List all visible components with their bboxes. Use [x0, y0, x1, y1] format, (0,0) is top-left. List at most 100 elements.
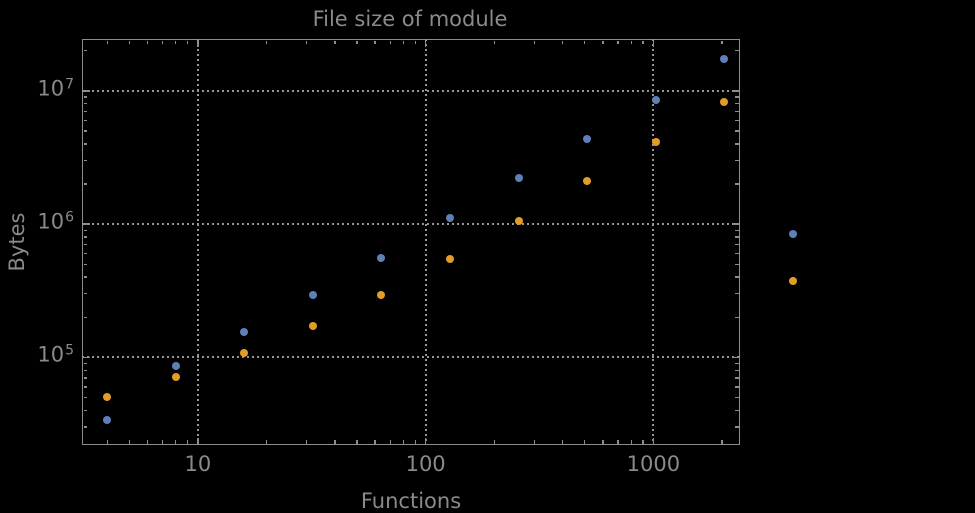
x-tick-mark	[389, 440, 391, 444]
y-tick-label: 106	[37, 209, 74, 234]
y-tick-mark	[83, 356, 90, 359]
y-gridline	[82, 223, 740, 226]
x-tick-mark	[305, 40, 308, 44]
data-point-blue-series	[171, 362, 180, 371]
x-tick-mark	[630, 40, 632, 44]
y-tick-mark	[83, 316, 87, 318]
x-tick-mark	[265, 40, 268, 44]
y-tick-mark	[735, 50, 739, 52]
data-point-blue-series	[583, 134, 592, 143]
x-tick-label: 100	[405, 452, 446, 476]
x-tick-mark	[175, 440, 177, 444]
y-axis-label: Bytes	[5, 212, 29, 272]
x-tick-mark	[374, 440, 376, 444]
y-tick-mark	[83, 409, 87, 412]
x-tick-mark	[414, 40, 416, 44]
x-gridline	[196, 39, 199, 445]
x-tick-mark	[402, 440, 405, 444]
y-tick-mark	[83, 223, 90, 225]
data-point-orange-series	[308, 322, 317, 331]
chart-title: File size of module	[312, 7, 508, 31]
x-tick-mark	[356, 40, 358, 44]
y-tick-base: 10	[37, 209, 65, 234]
data-point-orange-series	[720, 98, 729, 107]
x-tick-mark	[334, 440, 336, 444]
x-tick-mark	[305, 440, 308, 444]
y-tick-mark	[735, 236, 739, 238]
data-point-orange-series	[651, 138, 660, 147]
y-tick-label: 107	[37, 75, 74, 100]
x-tick-mark	[424, 437, 427, 444]
plot-frame	[82, 39, 740, 445]
y-gridline	[82, 356, 740, 359]
y-tick-mark	[83, 229, 87, 231]
y-tick-mark	[735, 110, 739, 113]
y-tick-mark	[83, 143, 87, 145]
x-tick-mark	[186, 440, 189, 444]
x-tick-mark	[106, 440, 108, 444]
y-tick-mark	[83, 130, 87, 132]
y-tick-exponent: 7	[65, 76, 74, 93]
x-tick-mark	[584, 40, 586, 44]
x-tick-mark	[652, 437, 655, 444]
y-tick-mark	[83, 103, 87, 105]
y-tick-mark	[735, 362, 739, 365]
x-gridline	[652, 39, 655, 445]
x-gridline	[424, 39, 427, 445]
data-point-orange-series	[514, 217, 523, 226]
y-tick-mark	[735, 130, 739, 132]
x-tick-label: 10	[184, 452, 212, 476]
x-tick-mark	[602, 40, 604, 44]
y-tick-mark	[83, 293, 87, 295]
x-tick-mark	[721, 40, 723, 44]
data-point-blue-series	[446, 214, 455, 223]
y-tick-mark	[735, 96, 739, 98]
x-tick-mark	[630, 440, 632, 444]
y-tick-mark	[83, 426, 87, 428]
y-tick-mark	[83, 50, 87, 52]
x-tick-mark	[175, 40, 177, 44]
data-point-orange-series	[788, 276, 797, 285]
y-tick-exponent: 6	[65, 209, 74, 226]
x-tick-mark	[533, 440, 535, 444]
x-tick-mark	[334, 40, 336, 44]
x-tick-mark	[128, 40, 130, 44]
x-tick-mark	[356, 440, 358, 444]
y-tick-mark	[735, 377, 739, 379]
x-tick-mark	[617, 40, 619, 44]
data-point-orange-series	[240, 349, 249, 358]
x-tick-mark	[128, 440, 130, 444]
y-tick-mark	[732, 223, 739, 225]
data-point-blue-series	[308, 291, 317, 300]
y-gridline	[82, 89, 740, 92]
y-tick-mark	[735, 396, 739, 399]
y-tick-mark	[83, 377, 87, 379]
y-tick-mark	[735, 244, 739, 246]
data-point-blue-series	[377, 253, 386, 262]
y-tick-mark	[83, 244, 87, 246]
y-tick-exponent: 5	[65, 342, 74, 359]
data-point-blue-series	[514, 174, 523, 183]
x-tick-mark	[493, 440, 495, 444]
data-point-orange-series	[377, 290, 386, 299]
y-tick-mark	[735, 183, 739, 185]
x-tick-mark	[161, 40, 164, 44]
x-tick-mark	[197, 437, 199, 444]
data-point-blue-series	[788, 229, 797, 238]
y-tick-base: 10	[37, 342, 65, 367]
y-tick-mark	[735, 293, 739, 295]
y-tick-mark	[83, 183, 87, 185]
x-tick-mark	[652, 40, 655, 47]
y-tick-mark	[83, 96, 87, 98]
x-tick-mark	[146, 40, 148, 44]
data-point-orange-series	[103, 393, 112, 402]
x-tick-mark	[617, 440, 619, 444]
x-tick-mark	[584, 440, 586, 444]
x-tick-mark	[424, 40, 427, 47]
x-tick-mark	[389, 40, 391, 44]
y-tick-mark	[732, 356, 739, 359]
y-tick-mark	[83, 369, 87, 371]
y-tick-mark	[735, 119, 739, 122]
y-tick-mark	[735, 409, 739, 412]
x-tick-mark	[161, 440, 164, 444]
